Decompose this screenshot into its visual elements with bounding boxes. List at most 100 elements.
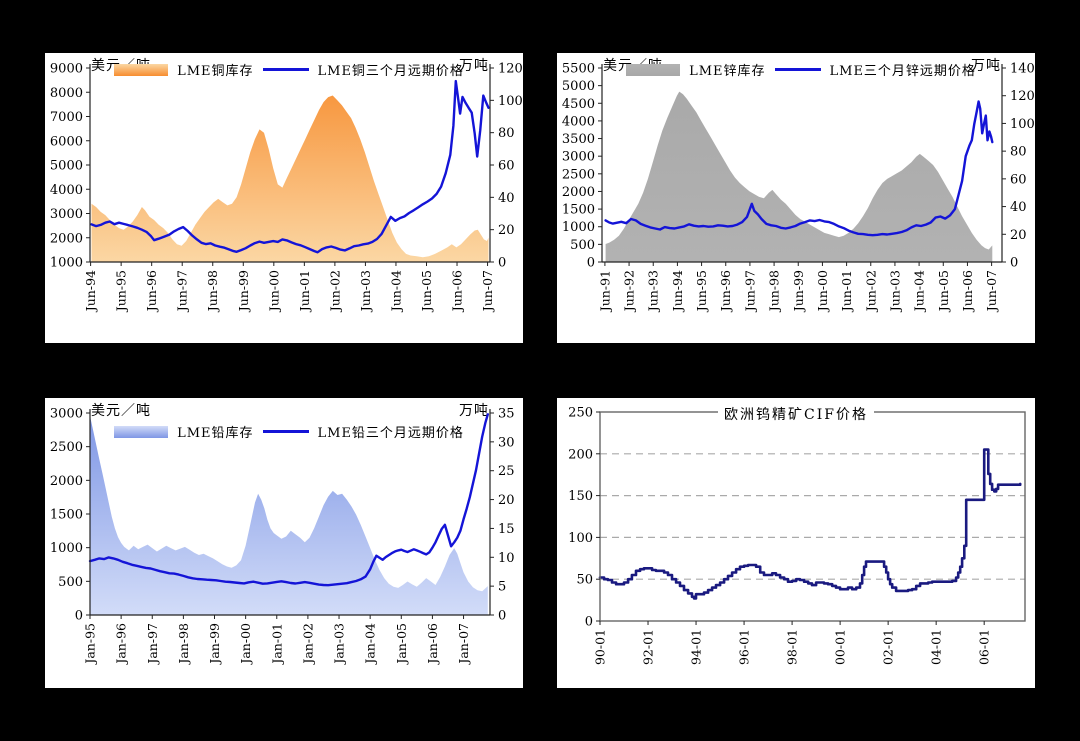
svg-text:20: 20 — [498, 493, 515, 508]
svg-text:5: 5 — [498, 580, 506, 595]
inventory-area-swatch — [114, 63, 169, 76]
svg-text:1000: 1000 — [50, 256, 83, 271]
tungsten-chart-plot: 0 50 100 150 200 250 90-01 92-01 94-01 96-01 98-01… — [568, 406, 1026, 665]
svg-text:Jun-94: Jun-94 — [670, 270, 685, 313]
svg-text:25: 25 — [498, 464, 515, 479]
svg-text:Jun-95: Jun-95 — [694, 270, 709, 313]
svg-text:00-01: 00-01 — [833, 629, 848, 665]
svg-text:Jun-95: Jun-95 — [114, 270, 129, 313]
svg-text:40: 40 — [498, 191, 515, 206]
svg-text:Jan-04: Jan-04 — [363, 623, 378, 666]
legend-label-inventory: LME锌库存 — [689, 64, 766, 79]
svg-text:Jun-01: Jun-01 — [297, 270, 312, 313]
svg-text:Jun-06: Jun-06 — [450, 270, 465, 313]
svg-text:Jun-91: Jun-91 — [597, 270, 612, 313]
chart-legend: LME铅库存 LME铅三个月远期价格 — [85, 422, 493, 441]
svg-text:4500: 4500 — [562, 97, 595, 112]
svg-text:94-01: 94-01 — [689, 629, 704, 665]
svg-text:Jun-96: Jun-96 — [718, 270, 733, 313]
svg-text:Jan-95: Jan-95 — [83, 623, 98, 666]
chart-legend: LME铜库存 LME铜三个月远期价格 — [85, 60, 493, 79]
legend-label-price: LME铜三个月远期价格 — [317, 64, 464, 79]
svg-text:Jun-06: Jun-06 — [960, 270, 975, 313]
svg-text:0: 0 — [587, 256, 595, 271]
svg-text:Jan-06: Jan-06 — [425, 623, 440, 666]
svg-text:96-01: 96-01 — [737, 629, 752, 665]
svg-text:60: 60 — [1010, 172, 1027, 187]
svg-text:Jun-02: Jun-02 — [327, 270, 342, 313]
svg-text:Jan-97: Jan-97 — [145, 623, 160, 666]
svg-text:2000: 2000 — [50, 474, 83, 489]
svg-text:Jun-94: Jun-94 — [83, 270, 98, 313]
svg-text:1000: 1000 — [50, 541, 83, 556]
svg-text:500: 500 — [58, 575, 83, 590]
svg-text:200: 200 — [568, 447, 593, 462]
tungsten-cif-chart-panel: 0 50 100 150 200 250 90-01 92-01 94-01 96-01 98-01… — [557, 398, 1035, 688]
price-line-swatch — [262, 430, 309, 433]
svg-text:9000: 9000 — [50, 62, 83, 77]
svg-text:Jun-98: Jun-98 — [205, 270, 220, 313]
lead-chart-plot: 0 500 1000 1500 2000 2500 3000 0 5 10 15 20 25 30 35 Ja… — [50, 407, 515, 666]
svg-text:100: 100 — [568, 531, 593, 546]
svg-text:3000: 3000 — [50, 407, 83, 422]
svg-text:98-01: 98-01 — [785, 629, 800, 665]
svg-text:1500: 1500 — [562, 203, 595, 218]
svg-text:90-01: 90-01 — [593, 629, 608, 665]
svg-text:20: 20 — [498, 223, 515, 238]
svg-text:Jun-07: Jun-07 — [984, 270, 999, 313]
svg-text:3000: 3000 — [50, 207, 83, 222]
svg-text:Jun-00: Jun-00 — [266, 270, 281, 313]
svg-text:7000: 7000 — [50, 110, 83, 125]
lme-zinc-chart-panel: 美元／吨 万吨 LME锌库存 LME三个月锌远期价格 0500100015002… — [557, 53, 1035, 343]
price-line-swatch — [262, 68, 309, 71]
inventory-area-swatch — [114, 425, 169, 438]
svg-text:Jan-00: Jan-00 — [238, 623, 253, 666]
svg-text:Jan-05: Jan-05 — [394, 623, 409, 666]
svg-text:Jan-01: Jan-01 — [269, 623, 284, 666]
svg-text:250: 250 — [568, 406, 593, 421]
copper-chart-plot: 1000 2000 3000 4000 5000 6000 7000 8000 9000 0 20 4… — [50, 62, 523, 314]
svg-text:Jun-92: Jun-92 — [622, 270, 637, 313]
svg-text:Jun-93: Jun-93 — [646, 270, 661, 313]
svg-text:140: 140 — [1010, 62, 1035, 77]
svg-text:100: 100 — [498, 94, 523, 109]
svg-text:Jun-03: Jun-03 — [887, 270, 902, 313]
svg-text:1000: 1000 — [562, 220, 595, 235]
svg-text:Jun-04: Jun-04 — [388, 270, 403, 313]
svg-text:500: 500 — [570, 238, 595, 253]
svg-text:Jan-99: Jan-99 — [207, 623, 222, 666]
svg-text:3000: 3000 — [562, 150, 595, 165]
svg-text:Jun-01: Jun-01 — [839, 270, 854, 313]
svg-text:5500: 5500 — [562, 62, 595, 77]
lme-copper-chart-panel: 美元／吨 万吨 LME铜库存 LME铜三个月远期价格 1000200030004… — [45, 53, 523, 343]
chart-legend: LME锌库存 LME三个月锌远期价格 — [597, 60, 1005, 79]
svg-text:Jan-07: Jan-07 — [456, 623, 471, 666]
svg-text:3500: 3500 — [562, 132, 595, 147]
svg-text:Jun-03: Jun-03 — [358, 270, 373, 313]
svg-text:2500: 2500 — [562, 167, 595, 182]
left-axis-unit-label: 美元／吨 — [91, 403, 151, 419]
svg-text:5000: 5000 — [50, 159, 83, 174]
svg-text:Jun-04: Jun-04 — [912, 270, 927, 313]
svg-text:5000: 5000 — [562, 79, 595, 94]
svg-text:35: 35 — [498, 407, 515, 422]
svg-text:92-01: 92-01 — [641, 629, 656, 665]
svg-text:40: 40 — [1010, 200, 1027, 215]
svg-text:8000: 8000 — [50, 86, 83, 101]
svg-text:Jun-97: Jun-97 — [175, 270, 190, 313]
svg-text:Jan-03: Jan-03 — [332, 623, 347, 666]
svg-text:06-01: 06-01 — [977, 629, 992, 665]
svg-text:30: 30 — [498, 435, 515, 450]
svg-text:Jun-00: Jun-00 — [815, 270, 830, 313]
svg-text:Jun-05: Jun-05 — [419, 270, 434, 313]
svg-text:2000: 2000 — [562, 185, 595, 200]
svg-text:0: 0 — [585, 615, 593, 630]
svg-text:Jun-97: Jun-97 — [742, 270, 757, 313]
svg-text:50: 50 — [576, 573, 593, 588]
svg-text:20: 20 — [1010, 228, 1027, 243]
svg-text:Jun-02: Jun-02 — [863, 270, 878, 313]
svg-text:6000: 6000 — [50, 134, 83, 149]
legend-label-price: LME三个月锌远期价格 — [829, 64, 976, 79]
right-axis-unit-label: 万吨 — [459, 403, 489, 419]
